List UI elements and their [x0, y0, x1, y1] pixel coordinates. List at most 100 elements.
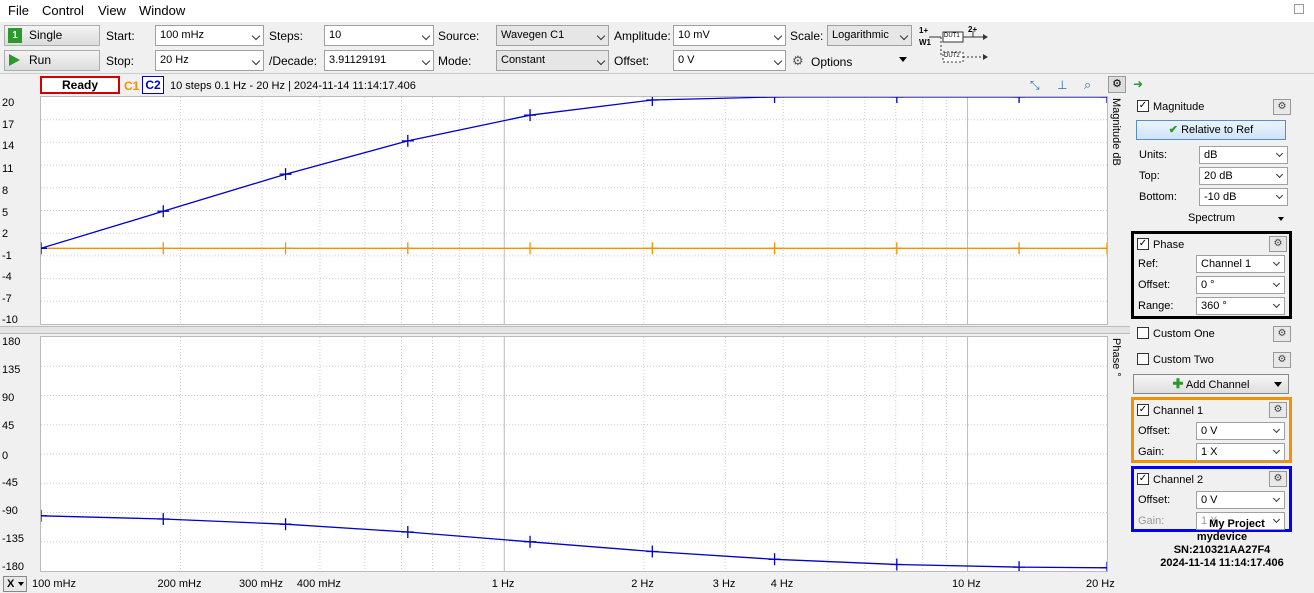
phase-section: ✓ Phase ⚙ Ref: Channel 1 Offset: 0 ° Ran…: [1131, 231, 1292, 319]
offset-field[interactable]: 0 V: [673, 50, 786, 71]
mode-value: Constant: [501, 54, 546, 66]
mag-ytick: 11: [2, 163, 14, 175]
x-tick-label: 2 Hz: [631, 578, 654, 590]
channel1-checkbox[interactable]: ✓: [1137, 404, 1149, 416]
plot-settings-icon[interactable]: ⚙: [1108, 76, 1126, 93]
gear-icon[interactable]: ⚙: [1273, 352, 1291, 368]
x-tick-label: 200 mHz: [157, 578, 202, 590]
ch1-offset-field[interactable]: 0 V: [1196, 422, 1285, 440]
phase-label: Phase: [1153, 239, 1185, 251]
ch1-gain-select[interactable]: 1 X: [1196, 443, 1285, 461]
amplitude-field[interactable]: 10 mV: [673, 25, 786, 46]
bottom-field[interactable]: -10 dB: [1199, 188, 1288, 206]
data-point-c1: [1101, 242, 1107, 255]
add-channel-button[interactable]: ✚ Add Channel: [1133, 374, 1289, 394]
channel1-section: ✓ Channel 1 ⚙ Offset: 0 V Gain: 1 X: [1131, 397, 1292, 463]
play-icon: [9, 54, 20, 66]
menu-file[interactable]: File: [8, 3, 29, 18]
menu-bar: File Control View Window: [0, 0, 1314, 22]
gear-icon[interactable]: ⚙: [1269, 402, 1287, 418]
data-point-c2: [279, 168, 292, 181]
decade-field[interactable]: 3.91129191: [324, 50, 434, 71]
menu-control[interactable]: Control: [42, 3, 84, 18]
custom-one-checkbox[interactable]: [1137, 327, 1149, 339]
gear-icon[interactable]: ⚙: [1273, 326, 1291, 342]
custom-two-checkbox[interactable]: [1137, 353, 1149, 365]
magnitude-plot-svg: [41, 97, 1107, 324]
ch2-gain-select[interactable]: 1 X: [1196, 512, 1285, 530]
magnitude-plot[interactable]: [40, 96, 1108, 325]
range-value: 360 °: [1201, 300, 1227, 312]
mag-ytick: 14: [2, 140, 15, 152]
mode-select[interactable]: Constant: [496, 50, 609, 71]
options-button[interactable]: ⚙ Options: [792, 53, 910, 71]
gear-icon[interactable]: ⚙: [1269, 236, 1287, 252]
gear-icon[interactable]: ⚙: [1273, 99, 1291, 115]
gear-icon[interactable]: ⚙: [1269, 471, 1287, 487]
dropdown-arrow-icon[interactable]: [1278, 217, 1284, 221]
dut-wiring-icon: [929, 31, 988, 63]
bottom-value: -10 dB: [1204, 191, 1237, 203]
decade-value: 3.91129191: [329, 54, 387, 66]
source-select[interactable]: Wavegen C1: [496, 25, 609, 46]
ch2-offset-field[interactable]: 0 V: [1196, 491, 1285, 509]
steps-field[interactable]: 10: [324, 25, 434, 46]
c2-toggle[interactable]: C2: [142, 76, 164, 94]
start-field[interactable]: 100 mHz: [155, 25, 264, 46]
phase-ytick: -45: [2, 477, 18, 489]
chevron-down-icon: [899, 31, 909, 41]
start-value: 100 mHz: [160, 29, 205, 41]
phase-ytick: -180: [2, 561, 25, 573]
data-point-c2: [1013, 561, 1026, 571]
chevron-down-icon: [1272, 300, 1281, 309]
zoom-icon[interactable]: ⌕: [1084, 77, 1092, 92]
menu-window[interactable]: Window: [139, 3, 186, 18]
relative-to-ref-button[interactable]: ✔ Relative to Ref: [1136, 120, 1286, 140]
channel2-checkbox[interactable]: ✓: [1137, 473, 1149, 485]
menu-view[interactable]: View: [98, 3, 126, 18]
stop-field[interactable]: 20 Hz: [155, 50, 264, 71]
phase-offset-field[interactable]: 0 °: [1196, 276, 1285, 294]
run-button[interactable]: Run: [4, 50, 100, 71]
dropdown-arrow-icon: [18, 582, 24, 586]
phase-plot[interactable]: [40, 336, 1108, 572]
x-tick-label: 4 Hz: [770, 578, 794, 590]
single-button[interactable]: 1 Single: [4, 25, 100, 46]
stop-value: 20 Hz: [160, 54, 189, 66]
restore-window-icon[interactable]: [1294, 4, 1304, 14]
spectrum-label[interactable]: Spectrum: [1188, 212, 1236, 224]
mag-ytick: -4: [2, 271, 12, 283]
plot-splitter[interactable]: [0, 326, 1130, 334]
range-select[interactable]: 360 °: [1196, 297, 1285, 315]
cursor-x-icon[interactable]: ⤡: [1030, 78, 1040, 92]
magnitude-axis-title: Magnitude dB: [1110, 98, 1122, 166]
amplitude-label: Amplitude:: [614, 29, 671, 43]
arrow-right-icon[interactable]: ➜: [1133, 77, 1144, 91]
units-select[interactable]: dB: [1199, 146, 1288, 164]
chevron-down-icon: [1275, 170, 1284, 179]
data-point-c2: [524, 535, 537, 548]
magnitude-checkbox[interactable]: ✓: [1137, 100, 1149, 112]
mag-ytick: -10: [2, 314, 18, 326]
scale-select[interactable]: Logarithmic: [827, 25, 912, 46]
top-field[interactable]: 20 dB: [1199, 167, 1288, 185]
c1-toggle[interactable]: C1: [124, 79, 140, 93]
mag-ytick: -1: [2, 250, 12, 262]
ref-select[interactable]: Channel 1: [1196, 255, 1285, 273]
phase-ytick: 90: [2, 392, 15, 404]
ch2-gain-label: Gain:: [1138, 515, 1165, 527]
data-point-c2: [1013, 97, 1026, 103]
cursor-y-icon[interactable]: ⊥: [1057, 78, 1068, 92]
data-point-c2: [157, 205, 170, 218]
single-button-label: Single: [29, 28, 63, 42]
x-tick-label: 3 Hz: [712, 578, 736, 590]
chevron-down-icon: [596, 31, 606, 41]
scale-value: Logarithmic: [832, 29, 889, 41]
ready-indicator: Ready: [40, 76, 120, 94]
stop-label: Stop:: [106, 54, 135, 68]
chevron-down-icon: [251, 56, 261, 66]
x-axis-button[interactable]: X: [3, 576, 27, 592]
add-channel-label: Add Channel: [1185, 379, 1250, 391]
phase-checkbox[interactable]: ✓: [1137, 238, 1149, 250]
status-bar: Ready C1 C2 10 steps 0.1 Hz - 20 Hz | 20…: [0, 75, 1143, 95]
